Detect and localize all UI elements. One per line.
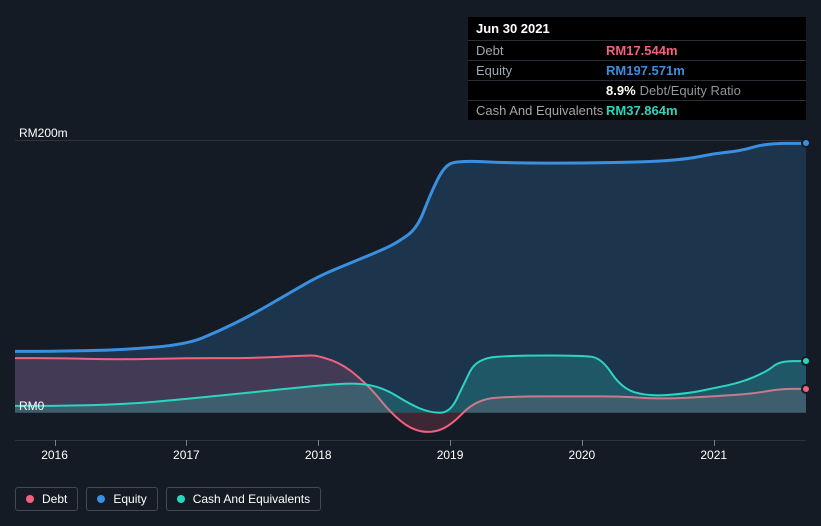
legend: Debt Equity Cash And Equivalents — [15, 487, 321, 511]
cash-end-marker — [801, 356, 811, 366]
x-axis-tick — [714, 440, 715, 446]
tooltip-row-value: RM37.864m — [606, 103, 678, 118]
equity-end-marker — [801, 138, 811, 148]
y-axis-label: RM200m — [19, 126, 68, 140]
x-axis-tick — [582, 440, 583, 446]
tooltip-row-value: 8.9% — [606, 83, 636, 98]
tooltip-row: EquityRM197.571m — [468, 61, 806, 81]
tooltip-date: Jun 30 2021 — [468, 17, 806, 41]
x-axis-line — [15, 440, 806, 441]
legend-label: Debt — [42, 492, 67, 506]
cash-legend-dot — [177, 495, 185, 503]
chart-container: Jun 30 2021 DebtRM17.544mEquityRM197.571… — [0, 0, 821, 526]
x-axis-tick — [55, 440, 56, 446]
tooltip-row-value: RM197.571m — [606, 63, 685, 78]
tooltip-row: DebtRM17.544m — [468, 41, 806, 61]
tooltip-row-value: RM17.544m — [606, 43, 678, 58]
y-axis-label: RM0 — [19, 399, 44, 413]
plot-area[interactable] — [15, 140, 806, 440]
legend-item-equity[interactable]: Equity — [86, 487, 157, 511]
tooltip-row-label: Debt — [476, 43, 606, 58]
x-axis-label: 2019 — [437, 448, 464, 462]
x-axis-tick — [318, 440, 319, 446]
x-axis-label: 2021 — [700, 448, 727, 462]
x-axis-tick — [186, 440, 187, 446]
tooltip-row-label: Equity — [476, 63, 606, 78]
legend-label: Equity — [113, 492, 146, 506]
legend-item-cash[interactable]: Cash And Equivalents — [166, 487, 321, 511]
equity-legend-dot — [97, 495, 105, 503]
debt-legend-dot — [26, 495, 34, 503]
x-axis-tick — [450, 440, 451, 446]
debt-end-marker — [801, 384, 811, 394]
tooltip-row: Cash And EquivalentsRM37.864m — [468, 101, 806, 120]
x-axis-label: 2016 — [41, 448, 68, 462]
x-axis-label: 2020 — [569, 448, 596, 462]
x-axis-label: 2017 — [173, 448, 200, 462]
legend-item-debt[interactable]: Debt — [15, 487, 78, 511]
legend-label: Cash And Equivalents — [193, 492, 310, 506]
tooltip-row-sub: Debt/Equity Ratio — [640, 83, 741, 98]
tooltip-row-label — [476, 83, 606, 98]
x-axis-label: 2018 — [305, 448, 332, 462]
tooltip-panel: Jun 30 2021 DebtRM17.544mEquityRM197.571… — [468, 17, 806, 120]
tooltip-row: 8.9% Debt/Equity Ratio — [468, 81, 806, 101]
tooltip-row-label: Cash And Equivalents — [476, 103, 606, 118]
